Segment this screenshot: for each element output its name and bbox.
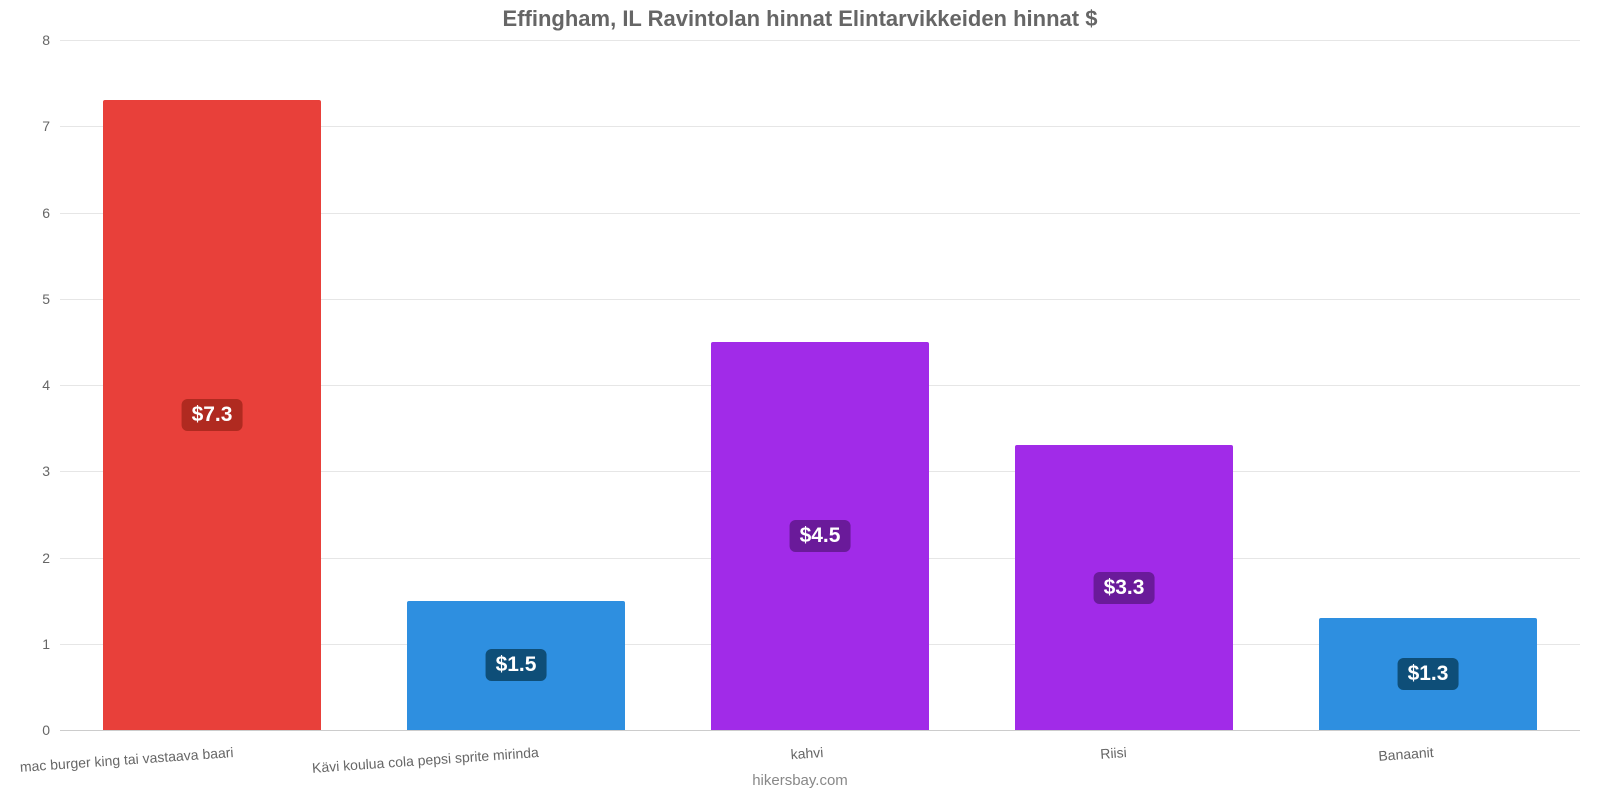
value-badge: $1.3 xyxy=(1398,658,1459,690)
value-badge: $1.5 xyxy=(486,649,547,681)
value-badge: $4.5 xyxy=(790,520,851,552)
plot-area: 012345678$7.3mac burger king tai vastaav… xyxy=(60,40,1580,730)
value-badge: $7.3 xyxy=(182,399,243,431)
bar-chart: Effingham, IL Ravintolan hinnat Elintarv… xyxy=(0,0,1600,800)
y-tick-label: 3 xyxy=(20,463,50,479)
x-axis-line xyxy=(60,730,1580,731)
y-tick-label: 4 xyxy=(20,377,50,393)
y-tick-label: 5 xyxy=(20,291,50,307)
source-label: hikersbay.com xyxy=(0,772,1600,789)
y-tick-label: 7 xyxy=(20,118,50,134)
chart-title: Effingham, IL Ravintolan hinnat Elintarv… xyxy=(0,6,1600,32)
x-tick-label: Riisi xyxy=(1100,744,1128,762)
y-tick-label: 2 xyxy=(20,550,50,566)
value-badge: $3.3 xyxy=(1094,572,1155,604)
gridline xyxy=(60,40,1580,41)
x-tick-label: kahvi xyxy=(790,744,824,762)
y-tick-label: 6 xyxy=(20,205,50,221)
y-tick-label: 1 xyxy=(20,636,50,652)
x-tick-label: mac burger king tai vastaava baari xyxy=(19,744,234,775)
y-tick-label: 0 xyxy=(20,722,50,738)
x-tick-label: Banaanit xyxy=(1378,744,1434,764)
y-tick-label: 8 xyxy=(20,32,50,48)
